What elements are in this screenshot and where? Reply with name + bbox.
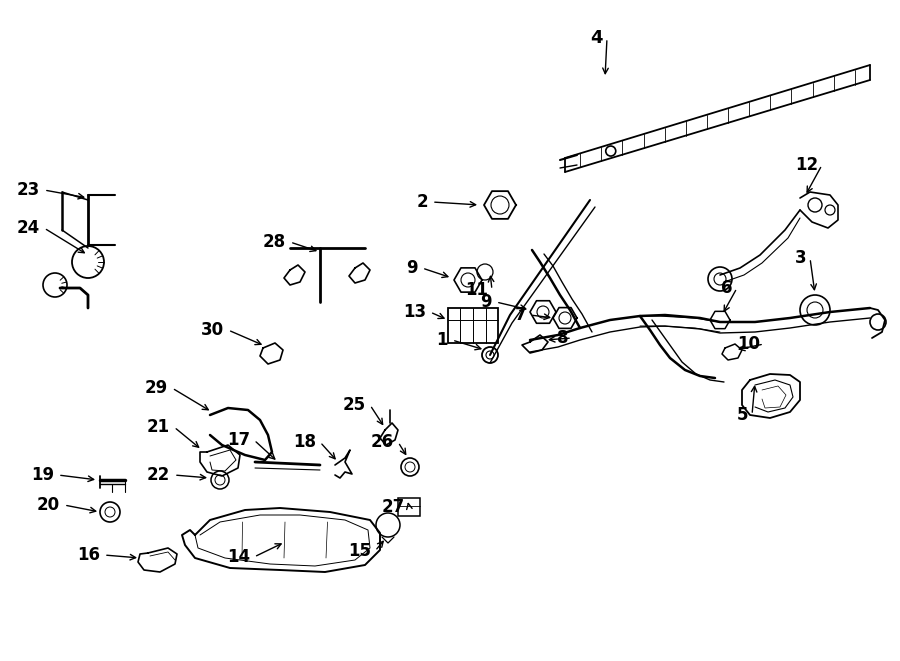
- Text: 23: 23: [17, 181, 40, 199]
- Text: 5: 5: [736, 406, 748, 424]
- Text: 8: 8: [556, 329, 568, 347]
- Bar: [398, 498, 420, 516]
- Text: 13: 13: [403, 303, 426, 321]
- Text: 2: 2: [417, 193, 428, 211]
- Text: 10: 10: [737, 335, 760, 353]
- Text: 30: 30: [201, 321, 224, 339]
- Text: 14: 14: [227, 548, 250, 566]
- Text: 16: 16: [77, 546, 100, 564]
- Text: 3: 3: [795, 249, 806, 267]
- Text: 15: 15: [348, 542, 371, 560]
- Text: 17: 17: [227, 431, 250, 449]
- Text: 26: 26: [371, 433, 394, 451]
- Text: 22: 22: [147, 466, 170, 484]
- Text: 9: 9: [407, 259, 418, 277]
- Text: 18: 18: [293, 433, 316, 451]
- Text: 11: 11: [465, 281, 488, 299]
- Text: 29: 29: [145, 379, 168, 397]
- Text: 4: 4: [590, 29, 603, 47]
- Text: 20: 20: [37, 496, 60, 514]
- Text: 25: 25: [343, 396, 366, 414]
- Bar: [448, 308, 498, 343]
- Text: 27: 27: [382, 498, 405, 516]
- Text: 7: 7: [515, 306, 526, 324]
- Text: 6: 6: [722, 279, 733, 297]
- Text: 28: 28: [263, 233, 286, 251]
- Text: 9: 9: [481, 293, 492, 311]
- Text: 19: 19: [31, 466, 54, 484]
- Text: 21: 21: [147, 418, 170, 436]
- Text: 1: 1: [436, 331, 448, 349]
- Text: 12: 12: [795, 156, 818, 174]
- Text: 24: 24: [17, 219, 40, 237]
